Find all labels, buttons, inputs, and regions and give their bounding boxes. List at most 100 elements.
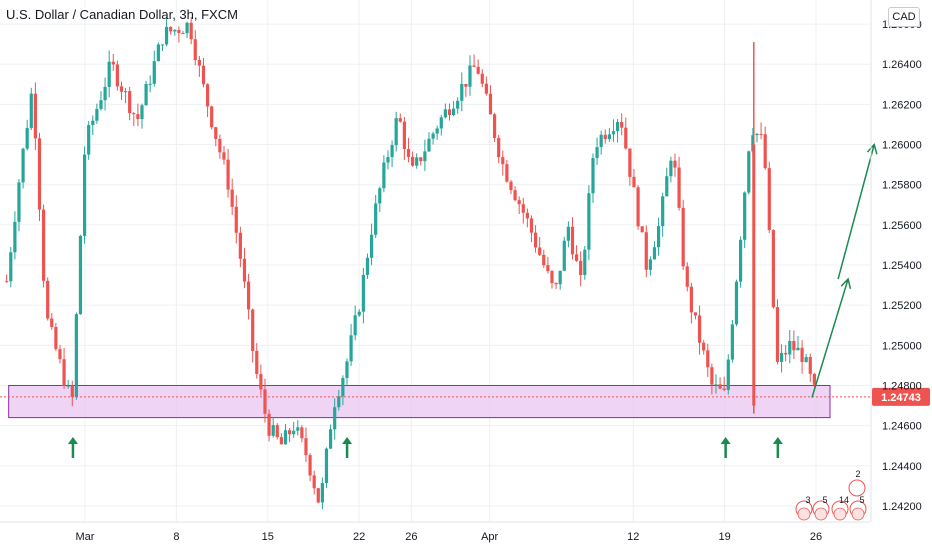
candle-up xyxy=(144,83,148,106)
candle-down xyxy=(246,281,251,310)
candle-up xyxy=(599,134,603,148)
candle-down xyxy=(201,65,206,85)
up-marker-arrowhead xyxy=(772,437,783,444)
candle-up xyxy=(292,430,296,435)
event-count: 5 xyxy=(859,495,864,505)
candle-down xyxy=(636,187,640,227)
candle-up xyxy=(738,239,743,282)
candle-down xyxy=(50,318,54,327)
candle-down xyxy=(759,133,763,135)
candle-down xyxy=(177,29,181,34)
candle-up xyxy=(611,131,616,135)
candle-down xyxy=(5,281,9,283)
candle-down xyxy=(447,109,452,116)
candle-down xyxy=(640,226,644,233)
candle-down xyxy=(111,61,115,65)
candle-down xyxy=(784,352,788,355)
last-price-tag xyxy=(872,387,930,406)
candle-up xyxy=(103,86,107,101)
candle-down xyxy=(205,84,210,107)
candle-down xyxy=(480,73,484,84)
candle-down xyxy=(517,200,521,205)
candle-down xyxy=(525,212,529,219)
candle-up xyxy=(652,247,657,260)
candle-up xyxy=(423,151,427,162)
candle-down xyxy=(681,207,685,267)
candle-down xyxy=(570,226,575,255)
candle-down xyxy=(800,347,804,362)
candle-down xyxy=(218,138,222,153)
candle-down xyxy=(132,113,136,115)
candle-down xyxy=(464,83,468,87)
candle-up xyxy=(656,226,661,248)
candle-down xyxy=(238,232,242,259)
candle-up xyxy=(460,83,464,101)
candle-down xyxy=(484,83,488,94)
projection-line xyxy=(811,278,849,398)
candle-up xyxy=(747,151,751,193)
candle-up xyxy=(751,135,755,152)
candle-down xyxy=(234,206,238,233)
candle-up xyxy=(333,407,337,430)
candle-up xyxy=(74,314,78,398)
candle-up xyxy=(730,324,734,360)
up-marker-arrowhead xyxy=(67,437,78,444)
candle-up xyxy=(21,148,25,183)
candle-up xyxy=(415,157,419,166)
candle-up xyxy=(665,176,669,197)
price-tick-label: 1.26200 xyxy=(882,99,922,111)
time-tick-label: 15 xyxy=(262,531,274,543)
candle-down xyxy=(193,39,197,60)
event-badge[interactable] xyxy=(848,479,866,497)
candle-up xyxy=(595,147,599,159)
candle-up xyxy=(345,361,349,379)
candle-down xyxy=(300,427,304,439)
candle-down xyxy=(267,413,271,436)
candle-down xyxy=(214,127,218,139)
candle-down xyxy=(33,93,37,139)
candle-down xyxy=(255,350,259,375)
candle-down xyxy=(538,247,542,255)
candle-up xyxy=(365,257,370,275)
candle-up xyxy=(349,335,353,362)
candle-down xyxy=(259,374,263,390)
candle-up xyxy=(661,196,665,227)
currency-button[interactable]: CAD xyxy=(888,7,920,27)
candle-up xyxy=(9,252,13,282)
candle-up xyxy=(160,44,165,46)
candle-down xyxy=(226,159,230,190)
support-zone[interactable] xyxy=(8,384,831,419)
event-flag-icon xyxy=(851,507,865,521)
candle-up xyxy=(328,429,333,449)
candle-down xyxy=(677,167,681,208)
event-count: 3 xyxy=(805,495,810,505)
candle-down xyxy=(275,425,279,438)
candle-up xyxy=(566,226,570,241)
candle-up xyxy=(25,127,29,149)
candle-down xyxy=(574,254,579,261)
candle-down xyxy=(673,160,677,168)
candle-up xyxy=(320,483,324,503)
candle-up xyxy=(173,29,177,32)
spike-candle xyxy=(752,144,756,406)
candle-up xyxy=(386,157,390,163)
time-tick-label: Apr xyxy=(481,531,498,543)
time-tick-label: 26 xyxy=(810,531,822,543)
candle-up xyxy=(164,26,169,45)
candle-down xyxy=(136,114,140,120)
candle-down xyxy=(767,168,771,231)
candle-down xyxy=(119,86,124,92)
time-tick-label: 12 xyxy=(627,531,639,543)
candle-up xyxy=(615,122,620,132)
candle-down xyxy=(513,190,517,201)
up-marker-arrowhead xyxy=(720,437,731,444)
candle-up xyxy=(382,162,386,189)
candle-down xyxy=(41,209,46,281)
candle-down xyxy=(554,283,558,285)
candle-up xyxy=(123,91,128,93)
candle-down xyxy=(628,148,632,177)
candle-up xyxy=(468,65,472,87)
candle-down xyxy=(189,22,193,40)
